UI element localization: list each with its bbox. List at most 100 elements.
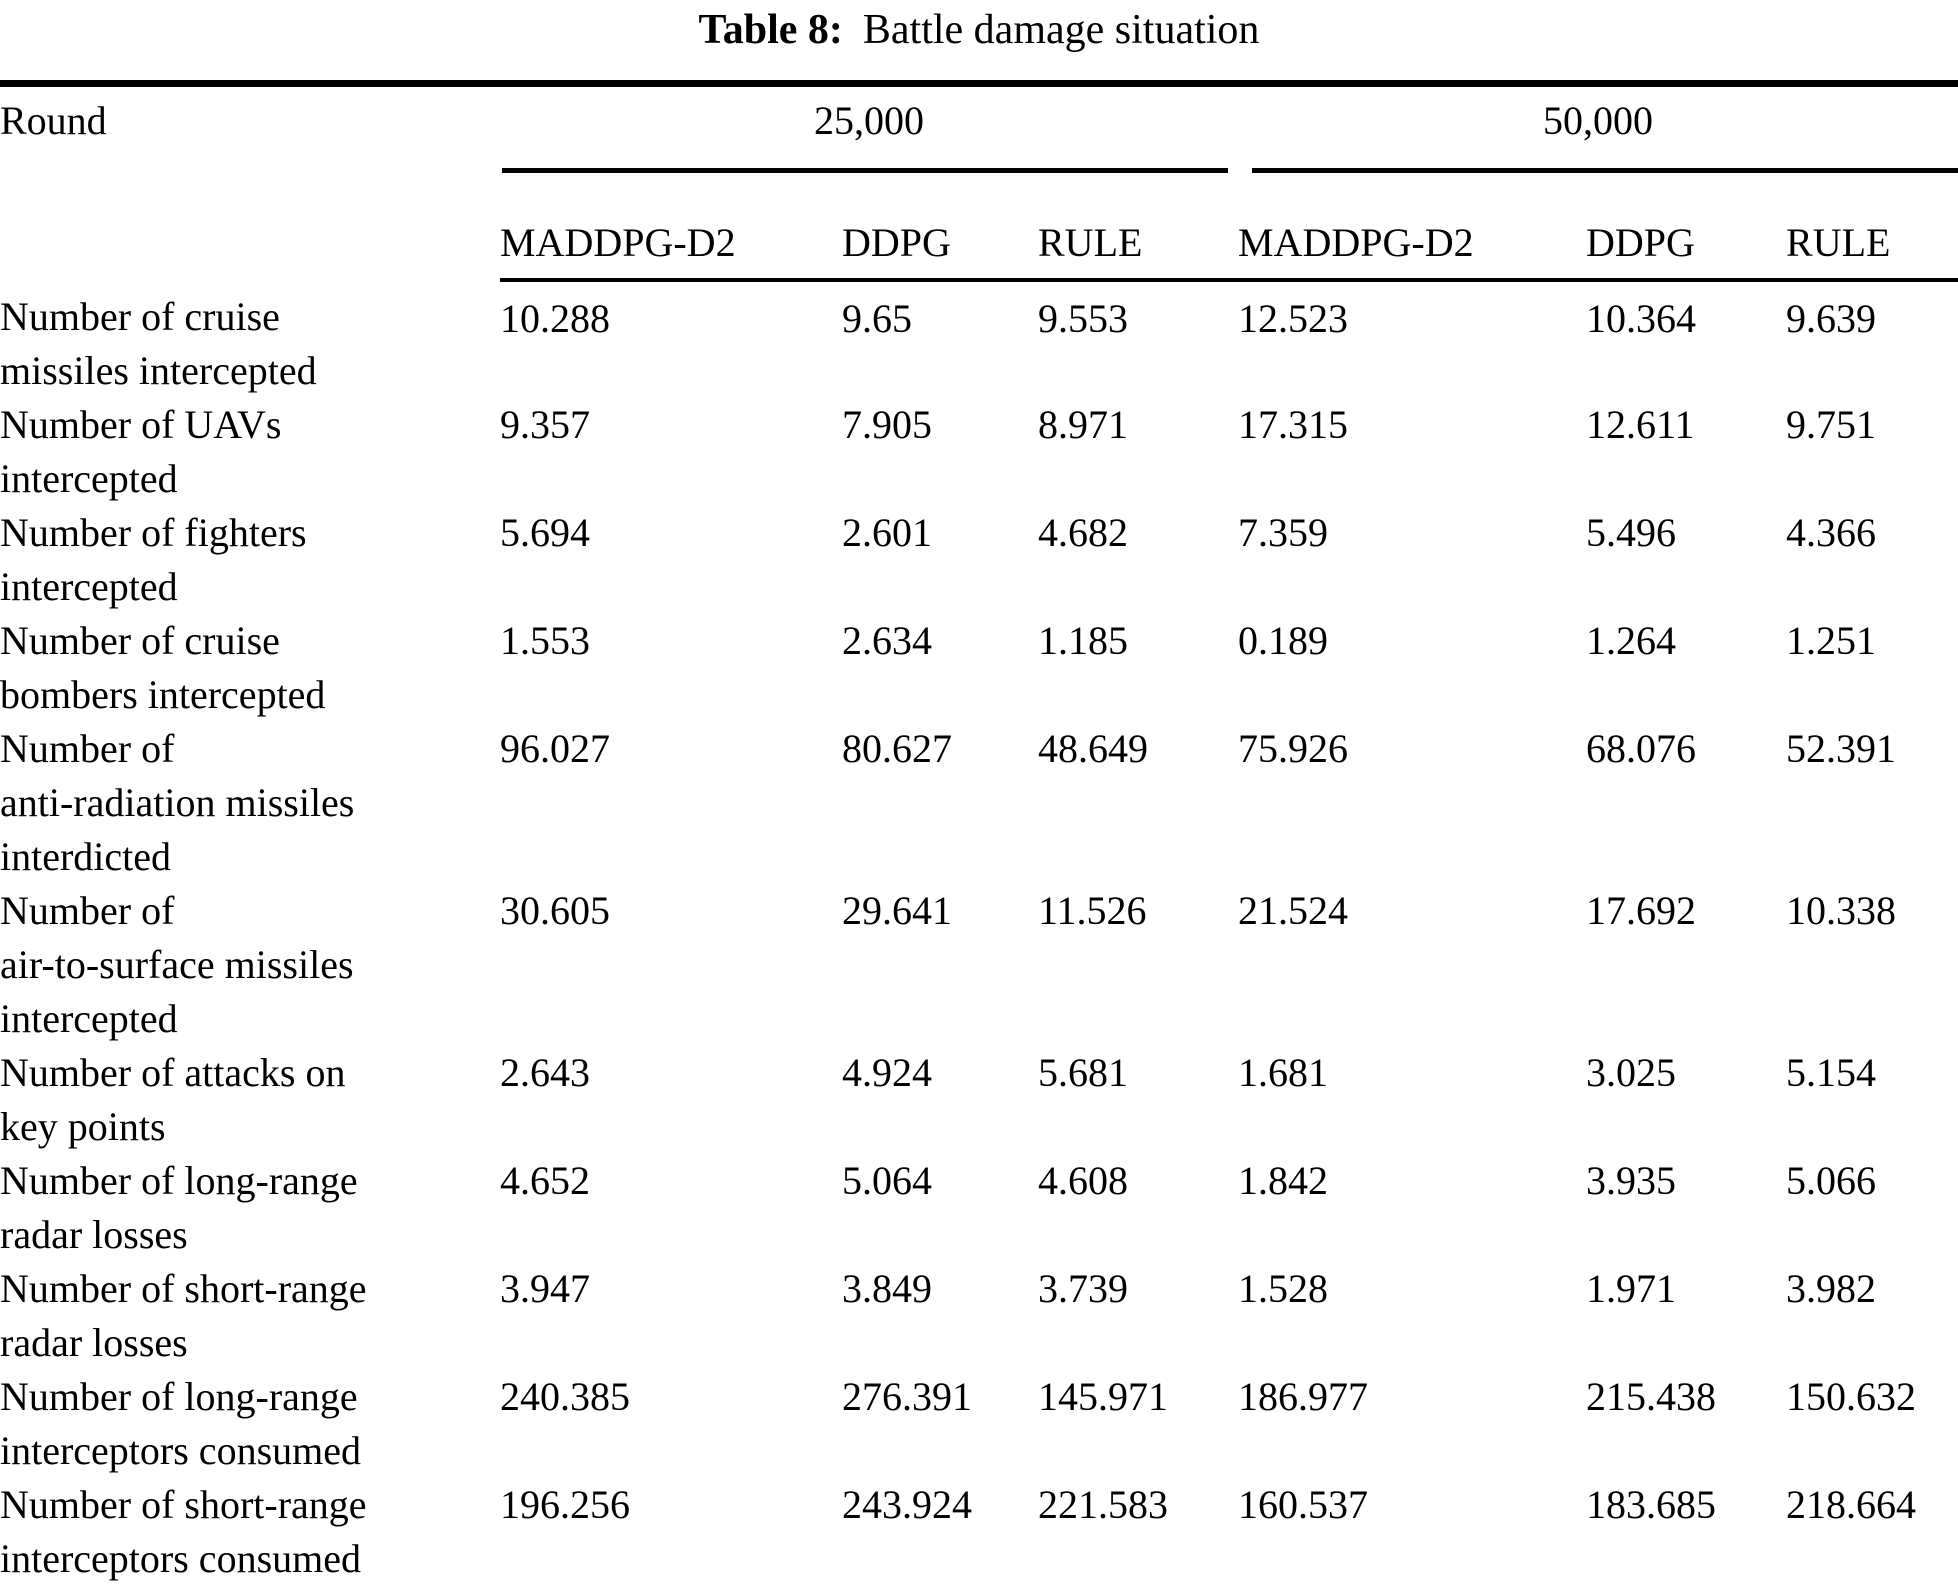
cell: 9.751 <box>1786 402 1877 447</box>
cell: 150.632 <box>1786 1374 1917 1419</box>
cell: 196.256 <box>500 1482 630 1527</box>
cell: 2.601 <box>842 510 932 555</box>
group-header-25000: 25,000 <box>500 84 1238 173</box>
cell: 1.528 <box>1238 1266 1329 1311</box>
cell: 10.288 <box>500 296 610 341</box>
cell: 52.391 <box>1786 726 1897 771</box>
column-header: RULE <box>1786 173 1958 282</box>
cmidrule-right <box>1252 168 1958 173</box>
cell: 9.65 <box>842 296 912 341</box>
cell: 5.694 <box>500 510 590 555</box>
cell: 4.608 <box>1038 1158 1128 1203</box>
cell: 3.025 <box>1586 1050 1677 1095</box>
cell: 21.524 <box>1238 888 1349 933</box>
cell: 8.971 <box>1038 402 1128 447</box>
cell: 2.634 <box>842 618 932 663</box>
group-header-row: Round 25,000 50,000 <box>0 84 1958 173</box>
cell: 48.649 <box>1038 726 1148 771</box>
cell: 96.027 <box>500 726 610 771</box>
column-header: DDPG <box>842 173 1038 282</box>
cell: 276.391 <box>842 1374 972 1419</box>
row-label: Number of attacks on key points <box>0 1050 346 1149</box>
cell: 221.583 <box>1038 1482 1168 1527</box>
table-row: Number of UAVs intercepted 9.357 7.905 8… <box>0 398 1958 506</box>
cell: 5.066 <box>1786 1158 1877 1203</box>
column-header: DDPG <box>1586 173 1787 282</box>
cell: 9.553 <box>1038 296 1128 341</box>
row-label: Number of short-range interceptors consu… <box>0 1482 367 1581</box>
row-label: Number of UAVs intercepted <box>0 402 282 501</box>
cell: 5.496 <box>1586 510 1677 555</box>
column-header-row: MADDPG-D2 DDPG RULE MADDPG-D2 DDPG RULE <box>0 173 1958 282</box>
cell: 9.639 <box>1786 296 1877 341</box>
cell: 29.641 <box>842 888 952 933</box>
cell: 11.526 <box>1038 888 1147 933</box>
cell: 5.154 <box>1786 1050 1877 1095</box>
cell: 1.553 <box>500 618 590 663</box>
table-row: Number of attacks on key points 2.643 4.… <box>0 1046 1958 1154</box>
cell: 240.385 <box>500 1374 630 1419</box>
table-title-text: Battle damage situation <box>862 7 1260 53</box>
cell: 5.064 <box>842 1158 932 1203</box>
table-row: Number of cruise missiles intercepted 10… <box>0 280 1958 398</box>
cell: 3.982 <box>1786 1266 1877 1311</box>
column-header: MADDPG-D2 <box>500 173 842 282</box>
cell: 1.264 <box>1586 618 1677 663</box>
cell: 75.926 <box>1238 726 1349 771</box>
table-row: Number of fighters intercepted 5.694 2.6… <box>0 506 1958 614</box>
group-label: 50,000 <box>1543 98 1654 143</box>
cell: 3.739 <box>1038 1266 1128 1311</box>
cell: 243.924 <box>842 1482 972 1527</box>
group-label: 25,000 <box>814 98 925 143</box>
cell: 12.611 <box>1586 402 1695 447</box>
row-label: Number of anti-radiation missiles interd… <box>0 726 355 879</box>
table-row: Number of short-range radar losses 3.947… <box>0 1262 1958 1370</box>
table-row: Number of air-to-surface missiles interc… <box>0 884 1958 1046</box>
cell: 215.438 <box>1586 1374 1717 1419</box>
row-label: Number of long-range interceptors consum… <box>0 1374 361 1473</box>
cell: 3.935 <box>1586 1158 1677 1203</box>
cell: 4.652 <box>500 1158 590 1203</box>
cell: 10.364 <box>1586 296 1697 341</box>
cmidrule-left <box>502 168 1229 173</box>
row-label: Number of cruise bombers intercepted <box>0 618 326 717</box>
table-row: Number of long-range interceptors consum… <box>0 1370 1958 1478</box>
cell: 17.692 <box>1586 888 1697 933</box>
cell: 10.338 <box>1786 888 1897 933</box>
cell: 145.971 <box>1038 1374 1168 1419</box>
row-label: Number of short-range radar losses <box>0 1266 367 1365</box>
cell: 218.664 <box>1786 1482 1917 1527</box>
row-label: Number of air-to-surface missiles interc… <box>0 888 354 1041</box>
cell: 160.537 <box>1238 1482 1369 1527</box>
cell: 183.685 <box>1586 1482 1717 1527</box>
table-row: Number of short-range interceptors consu… <box>0 1478 1958 1596</box>
cell: 80.627 <box>842 726 952 771</box>
cell: 1.971 <box>1586 1266 1677 1311</box>
table-row: Number of anti-radiation missiles interd… <box>0 722 1958 884</box>
cell: 1.842 <box>1238 1158 1329 1203</box>
cell: 30.605 <box>500 888 610 933</box>
table-caption: Table 8: Battle damage situation <box>0 0 1958 54</box>
cell: 1.185 <box>1038 618 1128 663</box>
cell: 4.924 <box>842 1050 932 1095</box>
group-header-50000: 50,000 <box>1238 84 1958 173</box>
cell: 7.359 <box>1238 510 1329 555</box>
cell: 1.251 <box>1786 618 1877 663</box>
row-label: Number of long-range radar losses <box>0 1158 358 1257</box>
cell: 4.682 <box>1038 510 1128 555</box>
cell: 17.315 <box>1238 402 1349 447</box>
battle-damage-table: Round 25,000 50,000 MADDPG-D2 DDPG RULE … <box>0 80 1958 1596</box>
table-row: Number of cruise bombers intercepted 1.5… <box>0 614 1958 722</box>
cell: 0.189 <box>1238 618 1329 663</box>
cell: 3.849 <box>842 1266 932 1311</box>
cell: 5.681 <box>1038 1050 1128 1095</box>
cell: 186.977 <box>1238 1374 1369 1419</box>
table-number-label: Table 8: <box>698 7 843 53</box>
cell: 68.076 <box>1586 726 1697 771</box>
cell: 7.905 <box>842 402 932 447</box>
column-header: RULE <box>1038 173 1239 282</box>
cell: 1.681 <box>1238 1050 1329 1095</box>
row-label: Number of cruise missiles intercepted <box>0 294 317 393</box>
cell: 9.357 <box>500 402 590 447</box>
cell: 2.643 <box>500 1050 590 1095</box>
